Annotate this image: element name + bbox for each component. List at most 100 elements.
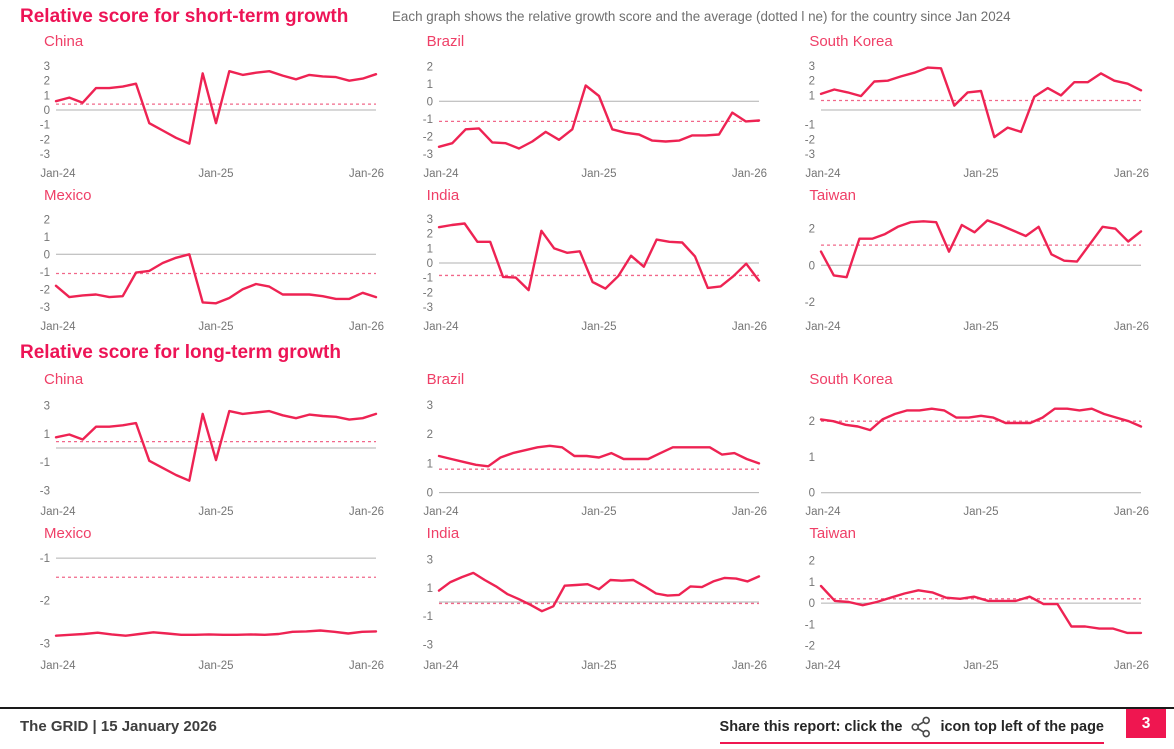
svg-text:0: 0 [44, 250, 50, 262]
svg-text:0: 0 [426, 487, 432, 499]
svg-text:Jan-24: Jan-24 [423, 168, 459, 180]
svg-text:1: 1 [809, 90, 815, 102]
line-chart: 3 2 1 -1 -2 -3 Jan-24 Jan-25 Jan-26 [805, 61, 1149, 180]
svg-text:3: 3 [426, 554, 432, 566]
svg-text:Jan-24: Jan-24 [806, 506, 842, 518]
chart-short-term-taiwan: Taiwan 2 0 -2 Jan-24 Jan-25 Jan-26 [785, 187, 1154, 337]
svg-text:-3: -3 [422, 148, 432, 160]
svg-text:Jan-26: Jan-26 [731, 506, 766, 518]
chart-country-label: Mexico [44, 524, 92, 542]
footer-report-name: The GRID | 15 January 2026 [20, 718, 217, 735]
svg-text:-1: -1 [40, 119, 50, 131]
svg-text:Jan-25: Jan-25 [198, 506, 233, 518]
chart-country-label: South Korea [809, 371, 893, 389]
svg-text:1: 1 [426, 78, 432, 90]
svg-text:3: 3 [426, 214, 432, 226]
svg-text:0: 0 [426, 96, 432, 108]
svg-text:Jan-24: Jan-24 [423, 506, 459, 518]
svg-text:-2: -2 [40, 285, 50, 297]
svg-text:Jan-25: Jan-25 [964, 168, 999, 180]
line-chart: 2 1 0 -1 -2 -3 Jan-24 Jan-25 Jan-26 [422, 61, 766, 180]
svg-text:0: 0 [809, 598, 815, 610]
svg-text:Jan-25: Jan-25 [581, 321, 616, 333]
svg-text:Jan-25: Jan-25 [198, 660, 233, 672]
line-chart: 2 0 -2 Jan-24 Jan-25 Jan-26 [805, 219, 1149, 333]
line-chart: 2 1 0 Jan-24 Jan-25 Jan-26 [806, 407, 1149, 518]
svg-text:2: 2 [809, 416, 815, 428]
svg-text:2: 2 [426, 229, 432, 241]
page-header: Relative score for short-term growth Eac… [0, 0, 1174, 29]
svg-text:1: 1 [426, 582, 432, 594]
svg-text:-3: -3 [40, 148, 50, 160]
share-text-suffix: icon top left of the page [940, 719, 1104, 735]
svg-text:1: 1 [809, 452, 815, 464]
svg-text:Jan-24: Jan-24 [40, 168, 76, 180]
svg-text:-1: -1 [422, 273, 432, 285]
svg-text:-1: -1 [805, 619, 815, 631]
chart-short-term-india: India 3 2 1 0 -1 -2 -3 Jan-24 Jan-25 Jan-26 [403, 187, 772, 337]
svg-text:Jan-26: Jan-26 [349, 506, 384, 518]
svg-text:-1: -1 [422, 611, 432, 623]
line-chart: 3 1 -1 -3 Jan-24 Jan-25 Jan-26 [422, 554, 766, 672]
chart-long-term-india: India 3 1 -1 -3 Jan-24 Jan-25 Jan-26 [403, 525, 772, 675]
svg-text:2: 2 [809, 555, 815, 567]
svg-text:Jan-25: Jan-25 [964, 321, 999, 333]
long-term-charts-grid: China 3 1 -1 -3 Jan-24 Jan-25 Jan-26 Brazil 3 2 1 0 J… [0, 367, 1174, 675]
svg-text:Jan-24: Jan-24 [423, 321, 459, 333]
svg-text:-2: -2 [40, 134, 50, 146]
svg-text:Jan-25: Jan-25 [964, 660, 999, 672]
svg-text:Jan-26: Jan-26 [731, 321, 766, 333]
chart-short-term-brazil: Brazil 2 1 0 -1 -2 -3 Jan-24 Jan-25 Jan-26 [403, 33, 772, 183]
svg-text:Jan-24: Jan-24 [806, 321, 842, 333]
svg-text:2: 2 [809, 224, 815, 236]
svg-text:Jan-24: Jan-24 [423, 660, 459, 672]
svg-text:-1: -1 [40, 553, 50, 565]
chart-country-label: China [44, 32, 84, 50]
svg-text:-1: -1 [40, 267, 50, 279]
section-title-long-term: Relative score for long-term growth [20, 342, 341, 364]
svg-text:-2: -2 [40, 595, 50, 607]
section-title-short-term: Relative score for short-term growth [20, 6, 349, 27]
svg-text:Jan-24: Jan-24 [806, 660, 842, 672]
chart-long-term-taiwan: Taiwan 2 1 0 -1 -2 Jan-24 Jan-25 Jan-26 [785, 525, 1154, 675]
line-chart: 3 1 -1 -3 Jan-24 Jan-25 Jan-26 [40, 400, 384, 518]
svg-text:1: 1 [44, 429, 50, 441]
svg-text:Jan-24: Jan-24 [40, 506, 76, 518]
svg-text:Jan-24: Jan-24 [806, 168, 842, 180]
svg-text:Jan-26: Jan-26 [731, 660, 766, 672]
chart-short-term-china: China 3 2 1 0 -1 -2 -3 Jan-24 Jan-25 Jan-26 [20, 33, 389, 183]
svg-text:-2: -2 [422, 288, 432, 300]
svg-text:0: 0 [426, 258, 432, 270]
svg-text:-3: -3 [40, 638, 50, 650]
svg-text:Jan-26: Jan-26 [349, 321, 384, 333]
svg-text:Jan-26: Jan-26 [731, 168, 766, 180]
svg-text:3: 3 [426, 400, 432, 412]
chart-country-label: India [426, 186, 460, 204]
svg-text:Jan-26: Jan-26 [1114, 506, 1149, 518]
line-chart: -1 -2 -3 Jan-24 Jan-25 Jan-26 [40, 553, 384, 672]
svg-text:-1: -1 [40, 457, 50, 469]
line-chart: 3 2 1 0 -1 -2 -3 Jan-24 Jan-25 Jan-26 [40, 61, 384, 180]
svg-text:-3: -3 [422, 302, 432, 314]
svg-text:-2: -2 [805, 640, 815, 652]
chart-country-label: Mexico [44, 186, 92, 204]
svg-text:2: 2 [44, 75, 50, 87]
share-network-icon [910, 716, 932, 738]
chart-country-label: Brazil [426, 32, 465, 50]
chart-country-label: China [44, 371, 84, 389]
svg-text:Jan-25: Jan-25 [198, 321, 233, 333]
chart-country-label: Taiwan [809, 186, 857, 204]
svg-text:3: 3 [44, 61, 50, 73]
line-chart: 3 2 1 0 Jan-24 Jan-25 Jan-26 [423, 400, 767, 518]
svg-text:2: 2 [44, 215, 50, 227]
svg-text:Jan-26: Jan-26 [1114, 321, 1149, 333]
chart-long-term-china: China 3 1 -1 -3 Jan-24 Jan-25 Jan-26 [20, 371, 389, 521]
svg-text:Jan-26: Jan-26 [349, 660, 384, 672]
line-chart: 2 1 0 -1 -2 Jan-24 Jan-25 Jan-26 [805, 555, 1149, 672]
svg-text:Jan-26: Jan-26 [349, 168, 384, 180]
svg-text:2: 2 [426, 61, 432, 73]
share-instruction: Share this report: click the icon top le… [719, 716, 1104, 744]
svg-text:1: 1 [44, 232, 50, 244]
svg-text:2: 2 [426, 429, 432, 441]
